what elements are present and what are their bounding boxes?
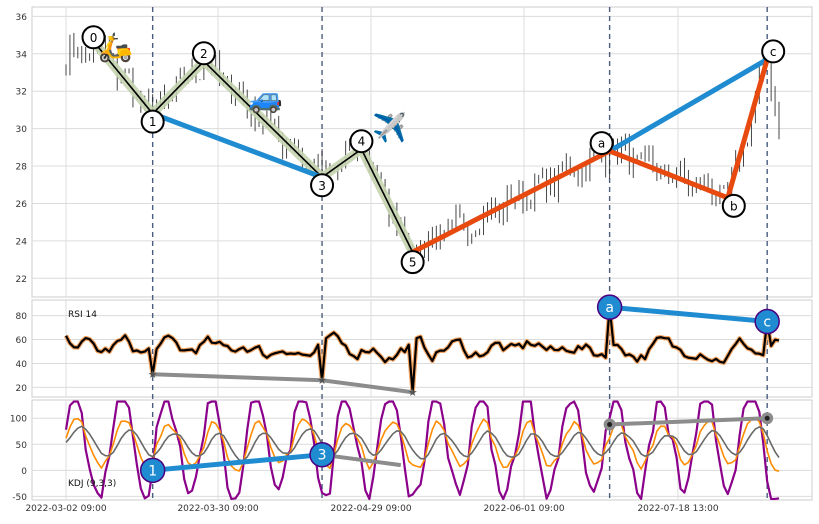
wave-label-text: 4 xyxy=(358,135,366,149)
kdj-panel-frame: -50 0 50 100 xyxy=(10,399,813,503)
price-panel-ytick-label: 36 xyxy=(16,13,28,23)
rsi-star-marker: ★ xyxy=(408,386,418,399)
kdj-panel-label: KDJ (9,3,3) xyxy=(68,479,116,489)
wave-label-text: 5 xyxy=(409,256,417,270)
wave-label-circle xyxy=(349,129,374,154)
wave-label-circle xyxy=(589,131,614,156)
trend-line-a-c xyxy=(607,56,770,154)
x-tick-label: 2022-03-02 09:00 xyxy=(25,504,106,514)
rsi-line xyxy=(65,306,780,394)
rsi-star-marker: ★ xyxy=(148,368,158,381)
emoji-icon: 🛵 xyxy=(98,30,133,63)
wave-label-circle xyxy=(191,41,216,66)
wave-label-circle xyxy=(81,25,106,50)
kdj-divergence-line xyxy=(152,452,323,473)
kdj-k-line xyxy=(65,416,780,472)
rsi-divergence-line xyxy=(609,304,768,325)
kdj-panel-ytick-label: -50 xyxy=(12,493,27,503)
wave-label-circle xyxy=(310,173,335,198)
x-tick-label: 2022-03-30 09:00 xyxy=(177,504,258,514)
correction-wave-line xyxy=(411,58,770,255)
x-tick-label: 2022-04-29 09:00 xyxy=(330,504,411,514)
kdj-divergence-label: 3 xyxy=(318,448,327,464)
price-panel-ytick-label: 22 xyxy=(16,275,27,285)
wave-label-text: 3 xyxy=(318,179,326,193)
rsi-panel-label: RSI 14 xyxy=(68,310,97,320)
wave-label-text: b xyxy=(730,199,738,213)
rsi-divergence-marker xyxy=(596,294,623,320)
wave-label-text: c xyxy=(770,45,777,59)
rsi-panel-ytick-label: 80 xyxy=(16,312,28,322)
trend-line-1-3 xyxy=(150,111,325,180)
kdj-gray-marker-dot xyxy=(607,421,613,427)
rsi-panel-ytick-label: 40 xyxy=(16,360,28,370)
kdj-panel-ytick-label: 50 xyxy=(16,441,28,451)
price-panel-ytick-label: 30 xyxy=(16,125,28,135)
emoji-icon: ✈️ xyxy=(372,110,407,144)
price-panel-background xyxy=(31,6,813,298)
kdj-d-line xyxy=(65,425,780,462)
rsi-panel-ytick-label: 20 xyxy=(16,384,28,394)
rsi-gray-divergence-line xyxy=(152,372,413,395)
rsi-divergence-label: c xyxy=(763,315,771,331)
wave-label-text: 2 xyxy=(200,47,208,61)
x-tick-label: 2022-07-18 13:00 xyxy=(637,504,718,514)
price-panel-ytick-label: 26 xyxy=(16,200,28,210)
price-panel-ytick-label: 32 xyxy=(16,88,27,98)
wave-label-circle xyxy=(140,109,165,134)
rsi-divergence-marker xyxy=(754,308,780,335)
wave-label-circle xyxy=(400,250,425,275)
kdj-gray-line-low xyxy=(321,452,402,468)
rsi-divergence-label: a xyxy=(605,300,614,316)
kdj-j-line xyxy=(64,400,780,501)
kdj-gray-line-high xyxy=(609,416,768,427)
price-panel-ytick-label: 24 xyxy=(16,237,28,247)
wave-label-circle xyxy=(721,193,746,218)
impulse-wave-line xyxy=(96,45,414,253)
price-panel-ytick-label: 28 xyxy=(16,163,28,173)
kdj-panel-background xyxy=(31,399,813,501)
kdj-panel-ytick-label: 100 xyxy=(10,415,27,425)
x-tick-label: 2022-06-01 09:00 xyxy=(483,504,564,514)
kdj-gray-marker-dot xyxy=(764,415,770,421)
wave-label-text: 1 xyxy=(149,115,157,129)
kdj-divergence-label: 1 xyxy=(148,463,157,479)
kdj-panel-ytick-label: 0 xyxy=(21,467,27,477)
rsi-panel-ytick-label: 60 xyxy=(16,336,28,346)
wave-label-circle xyxy=(761,39,786,64)
wave-label-text: 0 xyxy=(90,31,98,45)
emoji-icon: 🚙 xyxy=(248,81,283,114)
kdj-divergence-marker xyxy=(139,457,166,484)
rsi-star-marker: ★ xyxy=(317,374,327,387)
price-panel-ytick-label: 34 xyxy=(16,50,28,60)
kdj-divergence-marker xyxy=(309,441,335,468)
wave-label-text: a xyxy=(598,137,605,151)
